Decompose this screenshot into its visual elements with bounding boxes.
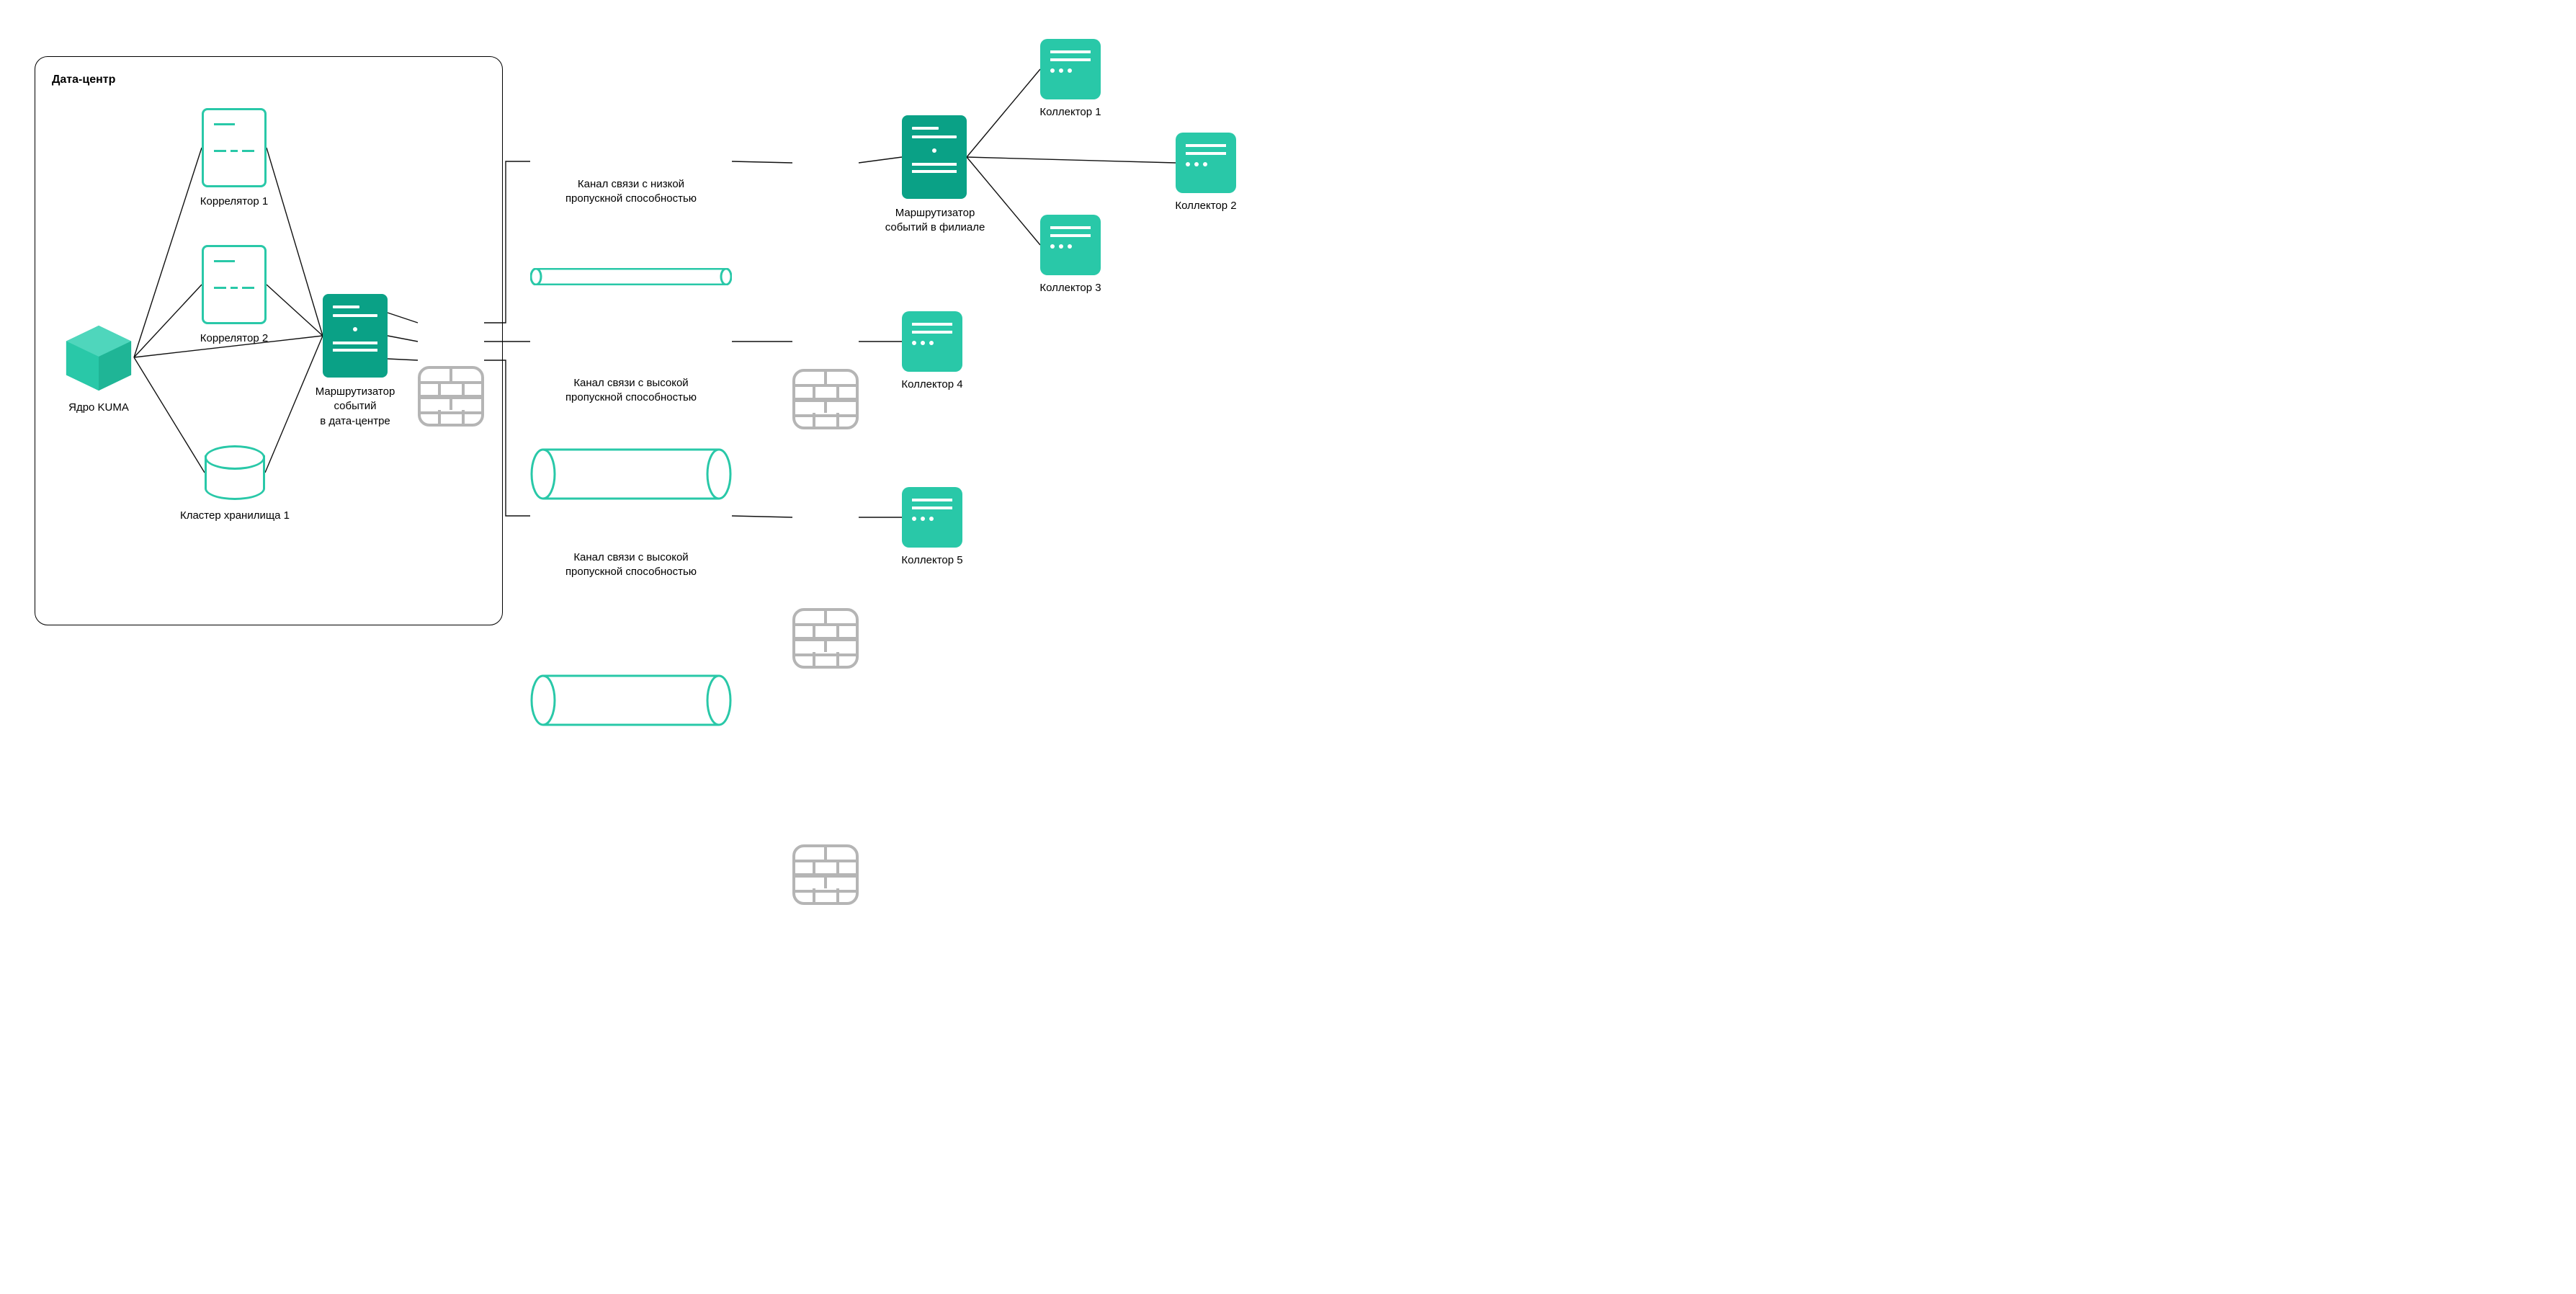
collector-5-icon bbox=[902, 487, 962, 548]
firewall-dc-icon bbox=[418, 366, 484, 427]
collector-4-icon bbox=[902, 311, 962, 372]
collector-2-icon bbox=[1176, 133, 1236, 193]
channel-low-label: Канал связи с низкой пропускной способно… bbox=[530, 177, 732, 207]
firewall-mid-icon bbox=[792, 608, 859, 669]
channel-high-1-icon bbox=[530, 448, 1818, 500]
diagram-canvas: Дата-центр Ядро KUMA Коррелятор 1 Коррел… bbox=[0, 0, 1288, 647]
collector-5-label: Коллектор 5 bbox=[885, 553, 980, 568]
datacenter-title: Дата-центр bbox=[52, 73, 115, 86]
collector-3-icon bbox=[1040, 215, 1101, 275]
collector-3-label: Коллектор 3 bbox=[1023, 281, 1118, 295]
router-datacenter-icon bbox=[323, 294, 388, 378]
core-label: Ядро KUMA bbox=[50, 401, 147, 415]
channel-low-icon bbox=[530, 268, 1818, 285]
collector-1-label: Коллектор 1 bbox=[1023, 105, 1118, 120]
channel-high-1-label: Канал связи с высокой пропускной способн… bbox=[530, 376, 732, 406]
core-cube-icon bbox=[63, 323, 134, 393]
storage-cluster-icon bbox=[205, 445, 265, 500]
collector-2-label: Коллектор 2 bbox=[1158, 199, 1253, 213]
edge bbox=[859, 157, 902, 163]
edge bbox=[732, 516, 792, 517]
correlator-2-label: Коррелятор 2 bbox=[186, 331, 282, 346]
edge bbox=[967, 157, 1176, 163]
correlator-2-icon bbox=[202, 245, 267, 324]
correlator-1-icon bbox=[202, 108, 267, 187]
channel-high-2-icon bbox=[530, 674, 1818, 726]
storage-cluster-label: Кластер хранилища 1 bbox=[170, 509, 300, 523]
firewall-bot-icon bbox=[792, 844, 859, 905]
router-datacenter-label: Маршрутизатор событий в дата-центре bbox=[301, 385, 409, 429]
correlator-1-label: Коррелятор 1 bbox=[186, 195, 282, 209]
collector-1-icon bbox=[1040, 39, 1101, 99]
router-branch-label: Маршрутизатор событий в филиале bbox=[877, 206, 993, 236]
firewall-top-icon bbox=[792, 369, 859, 429]
collector-4-label: Коллектор 4 bbox=[885, 378, 980, 392]
router-branch-icon bbox=[902, 115, 967, 199]
channel-high-2-label: Канал связи с высокой пропускной способн… bbox=[530, 550, 732, 580]
edge bbox=[732, 161, 792, 163]
